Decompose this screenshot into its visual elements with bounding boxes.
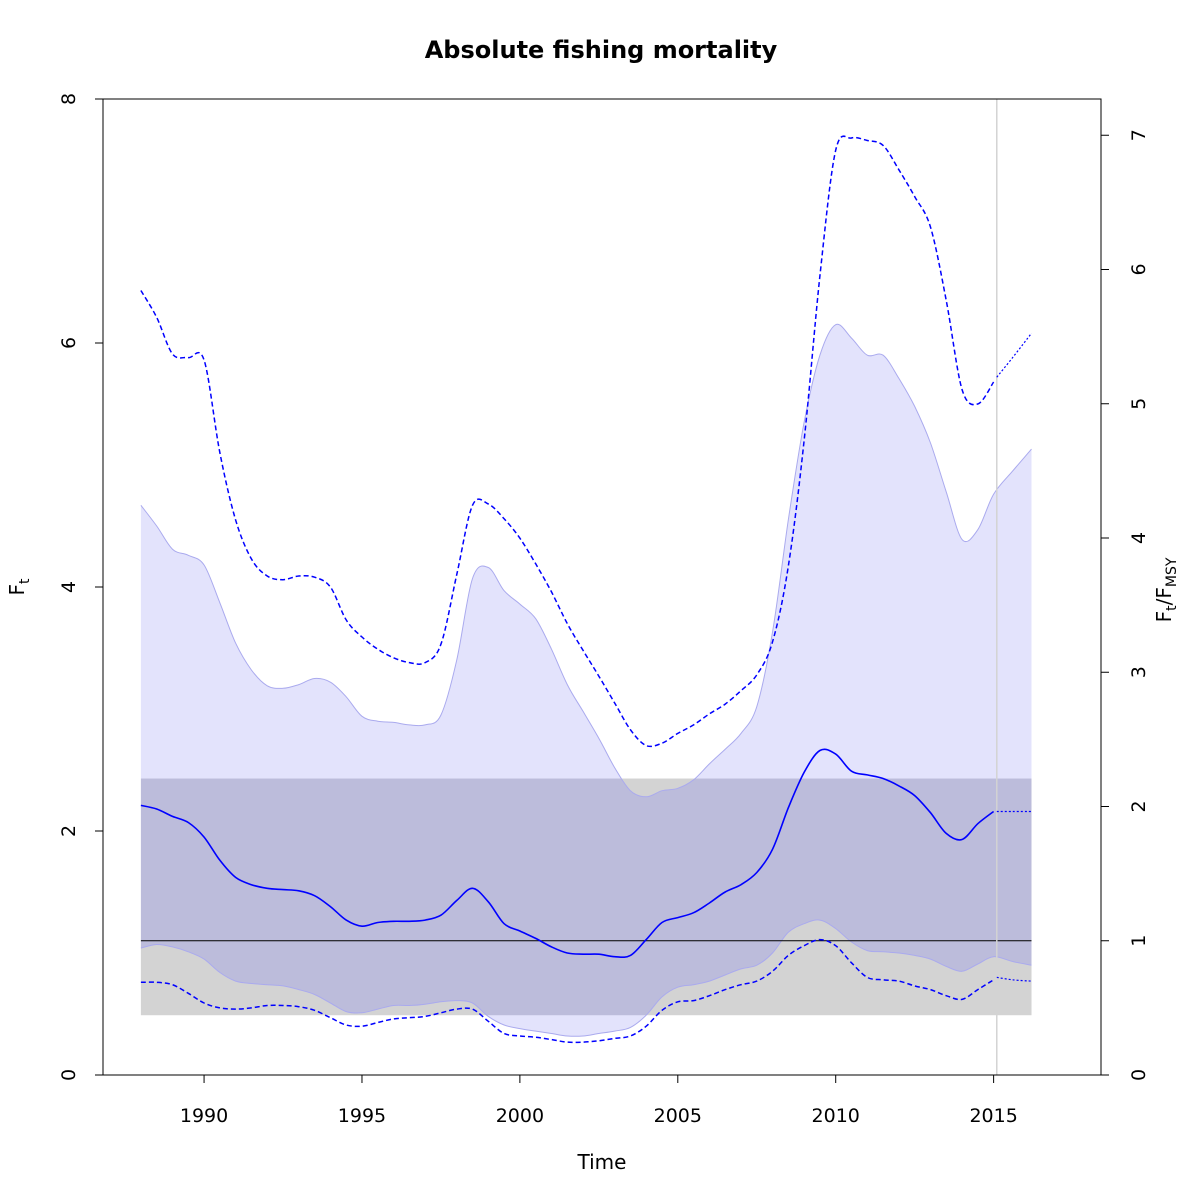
y2-axis-title-sep: /F bbox=[1152, 587, 1176, 605]
y2-axis-title: Ft/FMSY bbox=[1152, 557, 1180, 622]
ci-band-upper-edge bbox=[140, 323, 1032, 798]
x-axis-title: Time bbox=[577, 1150, 627, 1174]
y2-axis-title-a-sub: t bbox=[1164, 605, 1180, 611]
x-tick-label: 1995 bbox=[338, 1105, 386, 1127]
y2-tick-label: 0 bbox=[1128, 1069, 1150, 1081]
chart-title: Absolute fishing mortality bbox=[425, 36, 778, 64]
ci-band-lower-edge bbox=[140, 919, 1032, 1037]
y2-tick-label: 2 bbox=[1128, 800, 1150, 812]
y2-tick-label: 1 bbox=[1128, 935, 1150, 947]
y-axis-title-text: Ft bbox=[5, 578, 33, 596]
forecast-ci-upper-line bbox=[996, 332, 1032, 378]
x-tick-label: 2010 bbox=[812, 1105, 860, 1127]
y2-tick-label: 7 bbox=[1128, 129, 1150, 141]
y-tick-label: 2 bbox=[58, 825, 80, 837]
x-tick-label: 2000 bbox=[496, 1105, 544, 1127]
y-axis-title-sub: t bbox=[17, 578, 33, 584]
y-axis-title-main: F bbox=[5, 584, 29, 596]
x-tick-label: 2015 bbox=[969, 1105, 1017, 1127]
plot-area bbox=[140, 99, 1032, 1075]
y2-axis-title-text: Ft/FMSY bbox=[1152, 557, 1180, 622]
y-tick-label: 0 bbox=[58, 1069, 80, 1081]
x-tick-label: 1990 bbox=[180, 1105, 228, 1127]
y2-tick-label: 3 bbox=[1128, 666, 1150, 678]
y2-axis-title-a: F bbox=[1152, 611, 1176, 623]
y2-tick-label: 5 bbox=[1128, 398, 1150, 410]
f-estimate-line bbox=[140, 748, 995, 959]
y-tick-label: 6 bbox=[58, 337, 80, 349]
ci-upper-line bbox=[140, 135, 995, 748]
y-tick-label: 8 bbox=[58, 93, 80, 105]
y-axis-title: Ft bbox=[5, 578, 33, 596]
ci-lower-line bbox=[140, 938, 995, 1044]
y2-axis-title-b-sub: MSY bbox=[1164, 557, 1180, 587]
axes: 1990 1995 2000 2005 2010 2015 0 2 4 6 8 0 1 2 3 4 5 6 7 bbox=[58, 93, 1150, 1127]
y2-tick-label: 6 bbox=[1128, 263, 1150, 275]
y-tick-label: 4 bbox=[58, 581, 80, 593]
x-tick-label: 2005 bbox=[654, 1105, 702, 1127]
y2-tick-label: 4 bbox=[1128, 532, 1150, 544]
